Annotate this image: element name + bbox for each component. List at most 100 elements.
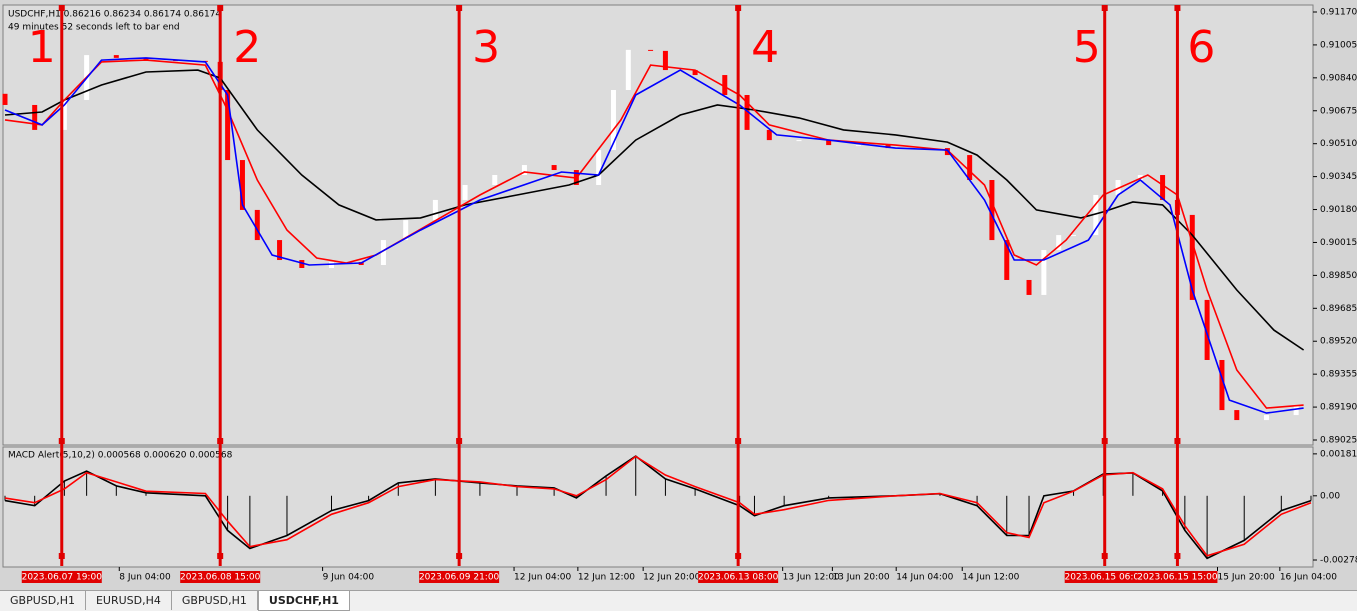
marker-handle [456,5,463,11]
y-tick-label: -0.00278 [1320,555,1357,565]
candle [521,165,527,176]
candle [648,49,654,51]
y-tick-label: 0.89520 [1320,337,1357,347]
candle [403,220,409,241]
marker-handle [456,553,463,559]
x-tick-label: 12 Jun 12:00 [578,573,635,583]
candle [610,90,616,151]
time-label-box [698,571,779,583]
x-tick-label: 15 Jun 20:00 [1218,573,1275,583]
time-label-box [1064,571,1145,583]
marker-number: 5 [1073,22,1101,73]
bar-timer: 49 minutes 52 seconds left to bar end [8,23,180,33]
candle [1189,214,1195,300]
candle [766,129,772,141]
candle [225,90,231,161]
time-label: 2023.06.08 15:00 [180,573,261,583]
candle [143,57,149,61]
marker-handle [217,438,224,444]
candle [744,94,750,130]
candle [1293,405,1299,416]
x-tick-label: 14 Jun 12:00 [962,573,1019,583]
candle [462,184,468,200]
marker-handle [217,553,224,559]
time-label: 2023.06.15 06:00 [1065,573,1146,583]
candle [32,104,38,130]
candle [380,240,386,266]
candle [329,262,334,269]
tab[interactable]: GBPUSD,H1 [172,591,258,610]
marker-handle [58,5,65,11]
time-label-box [21,571,102,583]
marker-number: 2 [233,22,261,73]
macd-pane [2,446,1314,568]
y-tick-label: 0.90840 [1320,73,1357,83]
candle [1219,359,1225,411]
time-label: 2023.06.15 15:00 [1137,573,1218,583]
candle [625,49,631,91]
x-tick-label: 12 Jun 04:00 [514,573,571,583]
candle [662,50,668,71]
time-label-box [419,571,500,583]
marker-number: 6 [1187,22,1215,73]
candle [596,150,602,185]
y-tick-label: 0.90015 [1320,238,1357,248]
time-label-box [180,571,261,583]
candle [299,260,305,269]
candle [1004,240,1010,280]
candle [1026,279,1032,295]
marker-handle [1174,438,1181,444]
tab[interactable]: USDCHF,H1 [257,591,350,611]
candle [1071,235,1077,237]
marker-handle [1174,553,1181,559]
candle [1093,194,1099,236]
candle [1041,250,1047,295]
time-label: 2023.06.09 21:00 [419,573,500,583]
x-tick-label: 8 Jun 04:00 [119,573,171,583]
candle [61,99,67,130]
candle [1056,235,1062,251]
candle [1234,410,1240,421]
tab[interactable]: EURUSD,H4 [86,591,172,610]
marker-handle [1174,5,1181,11]
y-tick-label: 0.90675 [1320,106,1357,116]
moving-average [4,57,1304,414]
marker-number: 4 [751,22,779,73]
candle [2,93,8,105]
chart-window: USDCHF,H1 0.86216 0.86234 0.86174 0.8617… [0,0,1357,590]
marker-handle [58,438,65,444]
candle [551,165,557,171]
candle [796,140,802,142]
x-tick-label: 13 Jun 20:00 [832,573,889,583]
candle [432,199,438,221]
marker-handle [1101,553,1108,559]
marker-handle [58,553,65,559]
tab-bar: GBPUSD,H1 EURUSD,H4 GBPUSD,H1 USDCHF,H1 [0,590,1357,611]
time-label: 2023.06.13 08:00 [698,573,779,583]
candle [722,75,728,95]
tab[interactable]: GBPUSD,H1 [0,591,86,610]
y-tick-label: 0.001816 [1320,449,1357,459]
x-tick-label: 9 Jun 04:00 [323,573,375,583]
candle [1204,299,1210,360]
candle [1160,175,1166,200]
marker-handle [217,5,224,11]
marker-handle [1101,5,1108,11]
x-tick-label: 16 Jun 04:00 [1280,573,1337,583]
candle [1263,415,1269,421]
marker-handle [735,553,742,559]
marker-handle [735,438,742,444]
y-tick-label: 0.91170 [1320,7,1357,17]
y-tick-label: 0.89850 [1320,271,1357,281]
y-tick-label: 0.90345 [1320,172,1357,182]
x-tick-label: 14 Jun 04:00 [896,573,953,583]
symbol-info: USDCHF,H1 0.86216 0.86234 0.86174 0.8617… [8,10,221,20]
y-tick-label: 0.89025 [1320,436,1357,446]
candle [989,180,995,241]
x-tick-label: 13 Jun 12:00 [783,573,840,583]
time-label: 2023.06.07 19:00 [22,573,103,583]
candle [277,240,283,261]
candle [692,70,698,76]
y-tick-label: 0.89355 [1320,370,1357,380]
